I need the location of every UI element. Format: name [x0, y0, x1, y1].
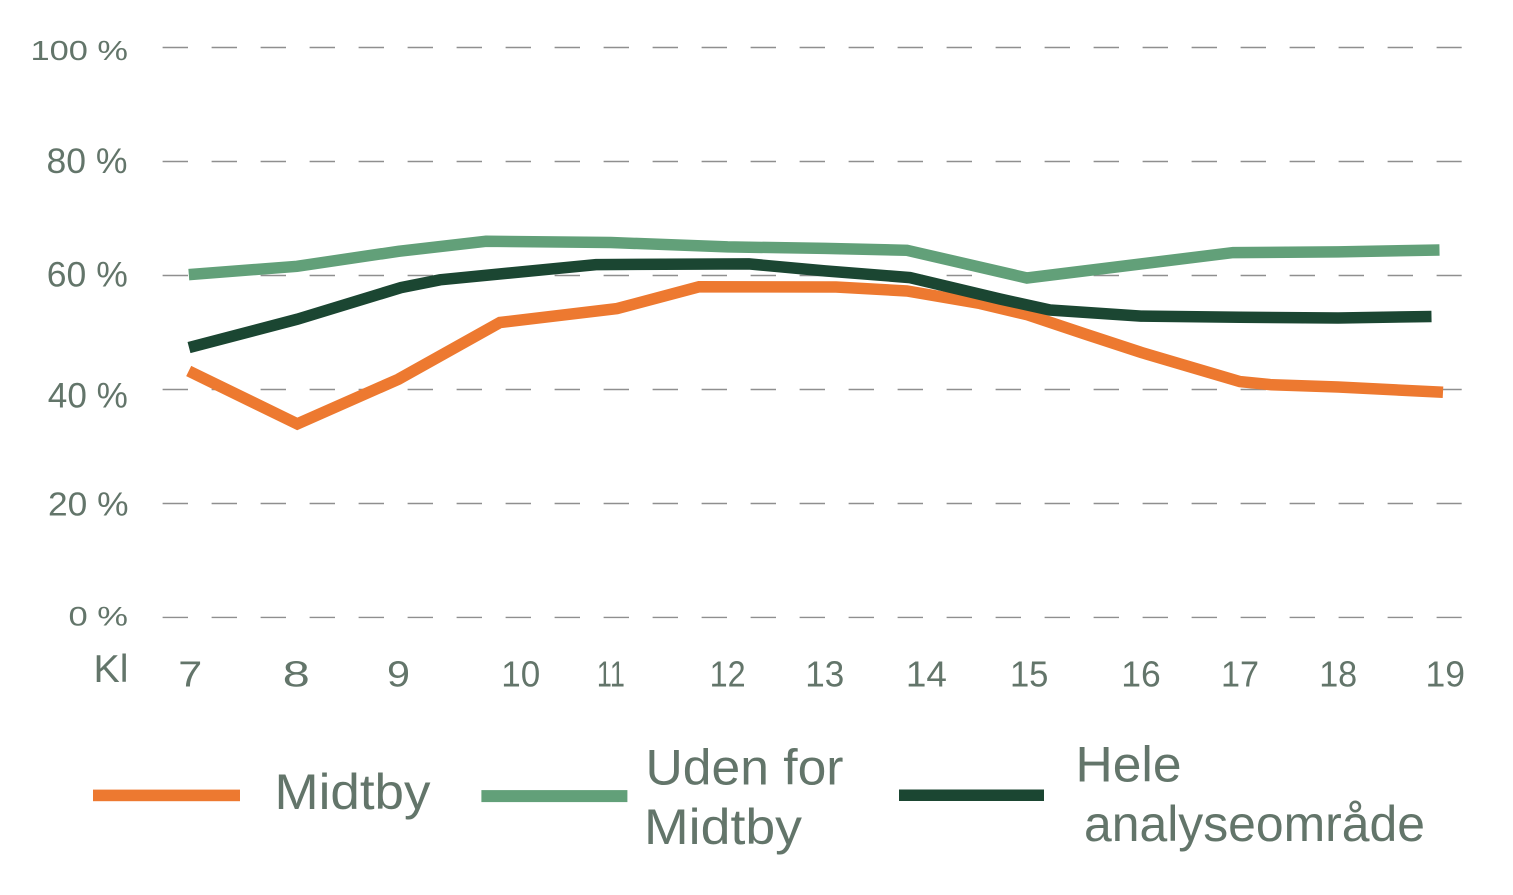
- svg-text:Hele: Hele: [1076, 737, 1182, 793]
- svg-text:40 %: 40 %: [48, 377, 128, 416]
- svg-text:0 %: 0 %: [69, 601, 129, 631]
- svg-text:Uden for: Uden for: [646, 740, 844, 796]
- svg-text:16: 16: [1121, 654, 1161, 695]
- svg-text:14: 14: [906, 654, 947, 695]
- svg-text:10: 10: [501, 654, 540, 695]
- svg-text:100 %: 100 %: [31, 35, 129, 66]
- svg-text:17: 17: [1221, 654, 1259, 695]
- svg-text:80 %: 80 %: [47, 141, 128, 181]
- svg-text:Kl: Kl: [94, 648, 129, 691]
- svg-text:Midtby: Midtby: [275, 764, 431, 820]
- svg-text:15: 15: [1010, 654, 1049, 695]
- svg-text:19: 19: [1426, 654, 1466, 695]
- svg-text:7: 7: [178, 654, 202, 695]
- svg-text:18: 18: [1319, 654, 1357, 695]
- svg-text:13: 13: [805, 654, 844, 695]
- svg-text:analyseområde: analyseområde: [1084, 796, 1425, 852]
- svg-text:12: 12: [710, 654, 746, 695]
- svg-text:60 %: 60 %: [47, 255, 128, 295]
- svg-text:Midtby: Midtby: [644, 799, 802, 855]
- svg-text:11: 11: [597, 654, 625, 695]
- svg-text:9: 9: [387, 654, 410, 695]
- svg-text:20 %: 20 %: [48, 487, 129, 524]
- svg-text:8: 8: [283, 654, 310, 695]
